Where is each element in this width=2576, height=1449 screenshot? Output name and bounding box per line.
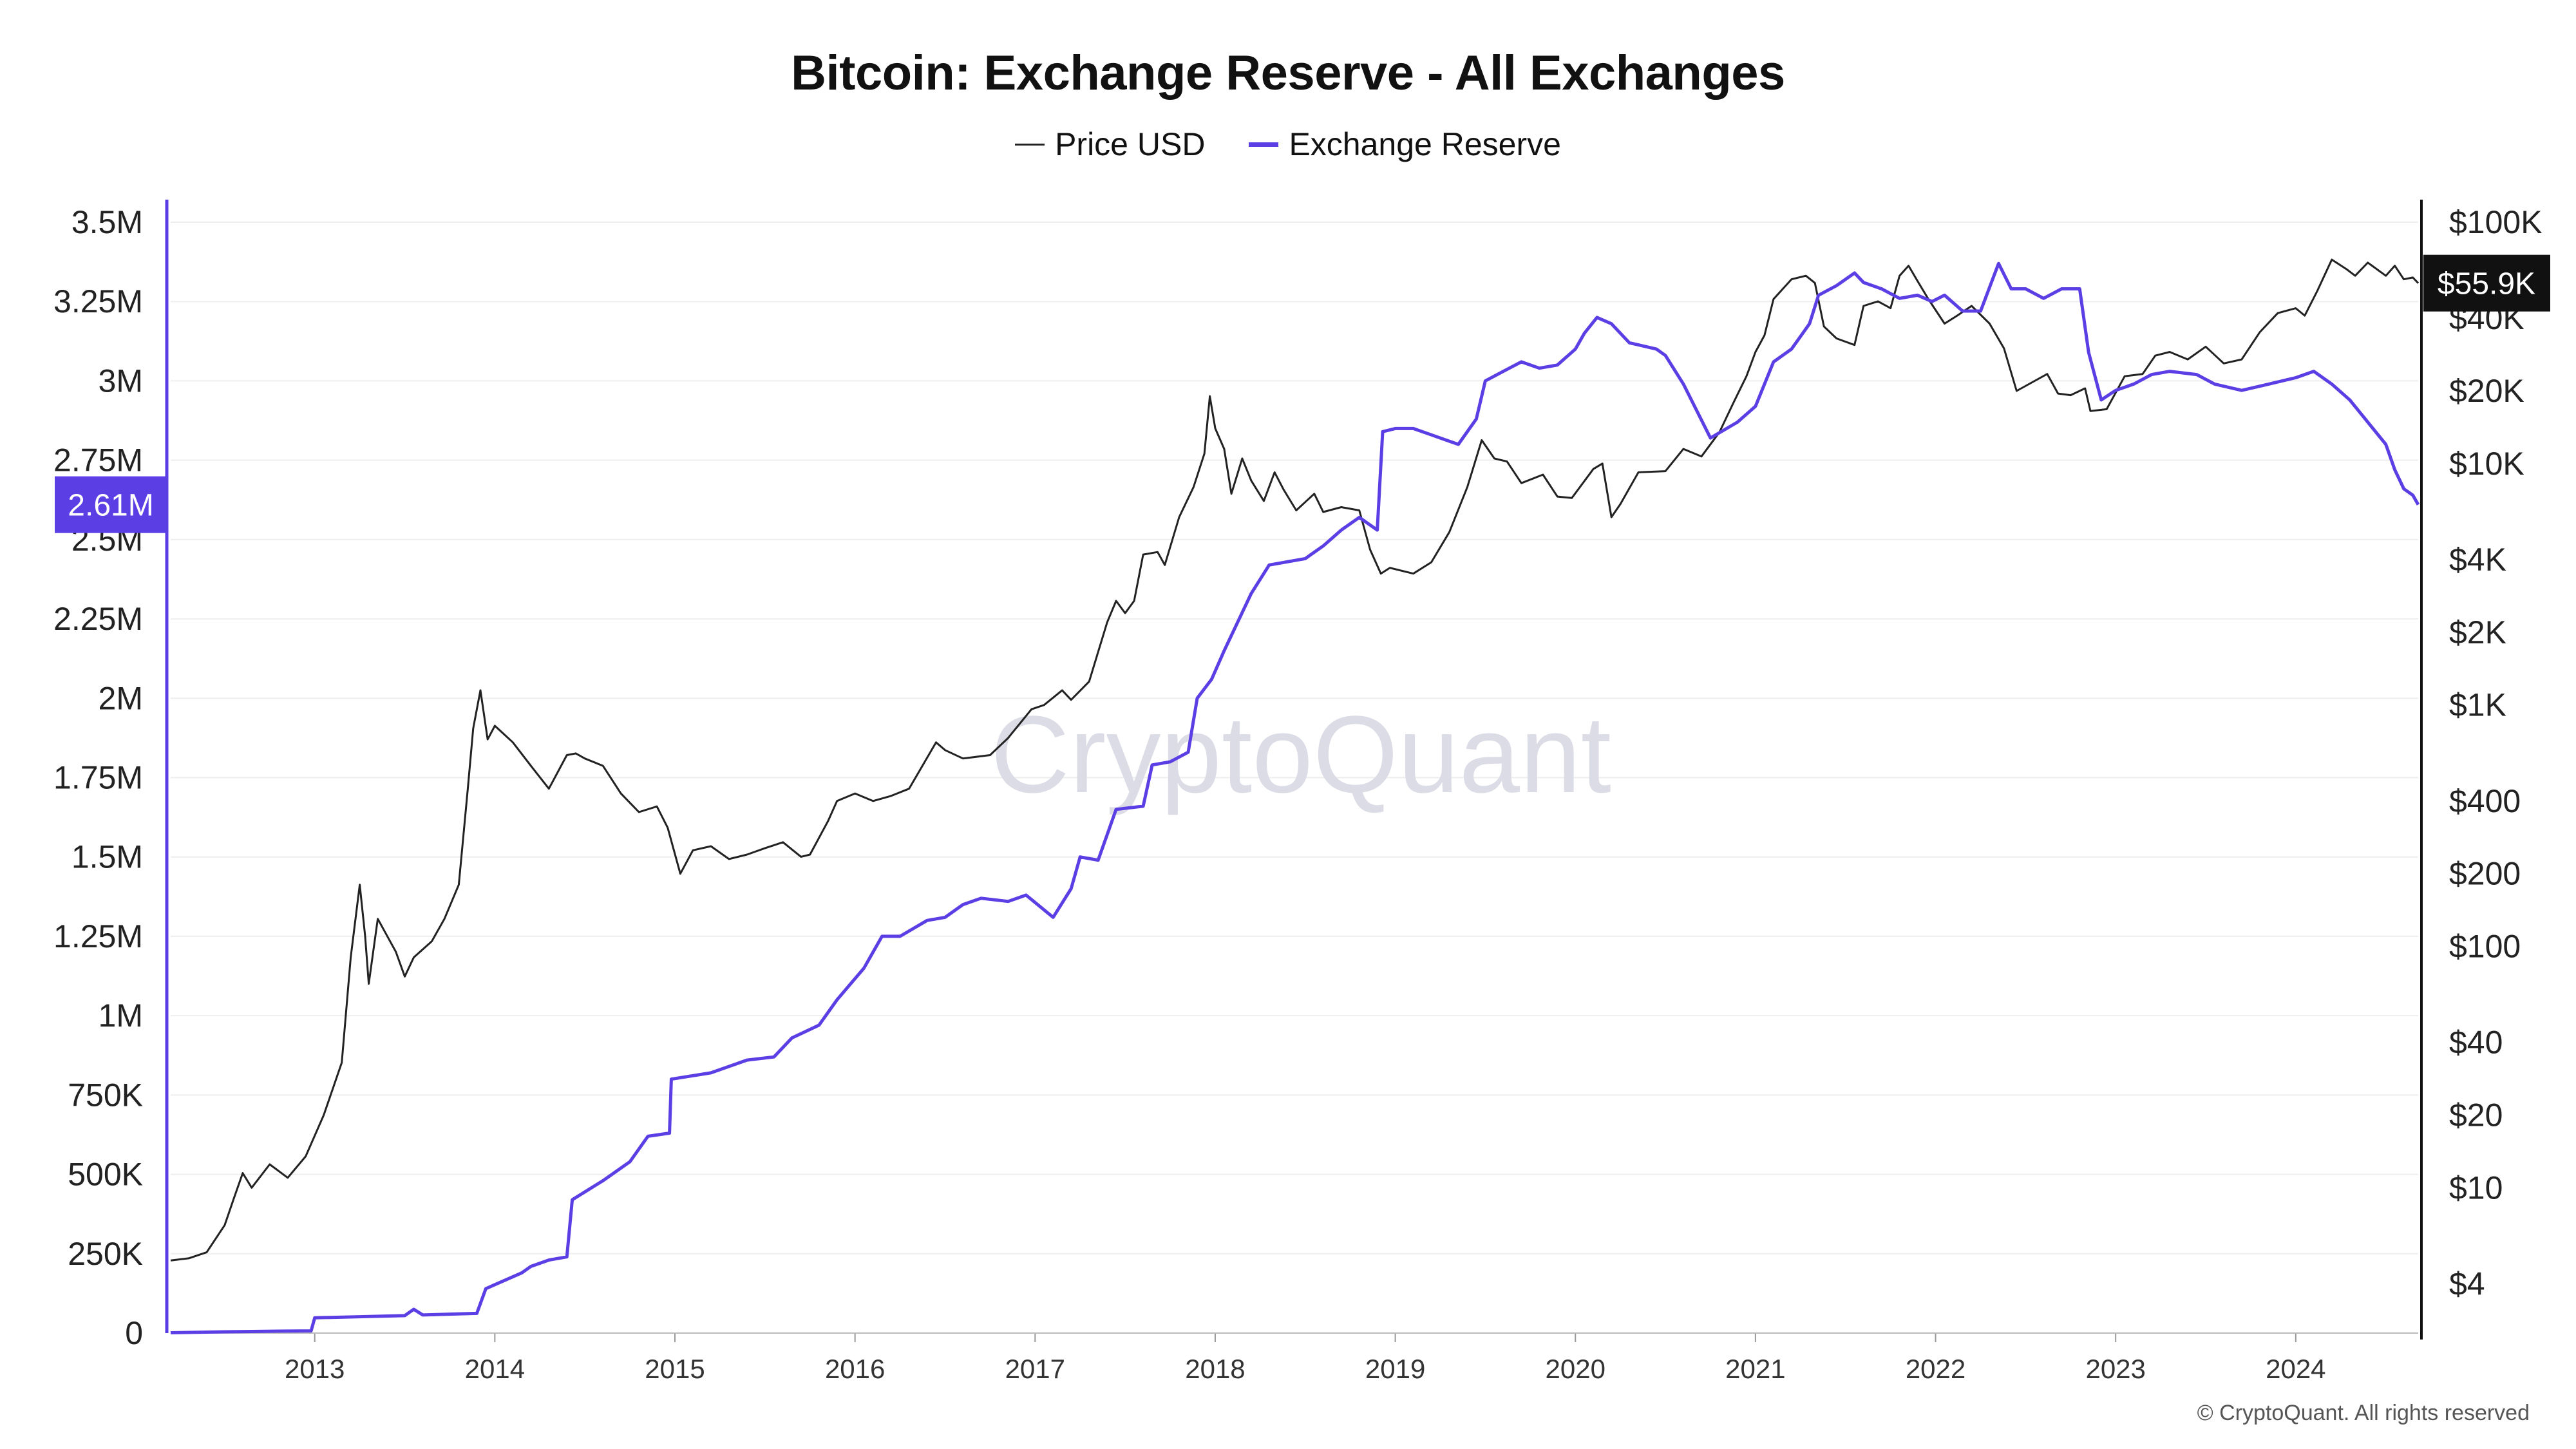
legend-label-price: Price USD [1055, 126, 1206, 162]
x-tick-label: 2020 [1546, 1354, 1605, 1384]
y-right-tick-label: $20 [2449, 1097, 2503, 1133]
legend-label-reserve: Exchange Reserve [1289, 126, 1561, 162]
y-left-tick-label: 750K [68, 1077, 143, 1113]
y-left-tick-label: 3M [99, 363, 143, 399]
legend-item-reserve[interactable]: Exchange Reserve [1249, 126, 1561, 163]
y-right-tick-label: $4 [2449, 1265, 2485, 1302]
series-layer [170, 258, 2420, 1334]
series-line-price-usd [170, 258, 2420, 1262]
legend-swatch-reserve [1249, 142, 1279, 147]
x-tick-label: 2013 [285, 1354, 345, 1384]
value-badges: 2.61M $55.9K [55, 254, 2550, 533]
y-left-tick-label: 2.25M [53, 601, 143, 637]
y-right-tick-label: $4K [2449, 542, 2506, 578]
tick-labels: 0250K500K750K1M1.25M1.5M1.75M2M2.25M2.5M… [53, 204, 2543, 1384]
y-left-tick-label: 1.25M [53, 918, 143, 954]
price-value-badge-bg [2423, 254, 2550, 312]
axes [165, 200, 2423, 1342]
x-tick-label: 2021 [1725, 1354, 1785, 1384]
y-left-tick-label: 3.5M [71, 204, 143, 240]
y-left-tick-label: 250K [68, 1236, 143, 1272]
y-left-tick-label: 2M [99, 680, 143, 716]
reserve-value-badge: 2.61M [68, 489, 153, 523]
y-right-tick-label: $10K [2449, 446, 2524, 482]
x-tick-label: 2024 [2266, 1354, 2325, 1384]
legend-swatch-price [1015, 143, 1045, 146]
series-line-exchange-reserve [170, 261, 2420, 1334]
y-left-tick-label: 1M [99, 998, 143, 1034]
y-right-tick-label: $20K [2449, 373, 2524, 409]
x-tick-label: 2015 [645, 1354, 705, 1384]
reserve-value-badge-bg [55, 476, 167, 533]
y-right-tick-label: $1K [2449, 687, 2506, 723]
watermark: CryptoQuant [990, 694, 1611, 816]
chart-title: Bitcoin: Exchange Reserve - All Exchange… [791, 46, 1785, 100]
y-left-tick-label: 1.75M [53, 760, 143, 796]
y-right-tick-label: $10 [2449, 1170, 2503, 1206]
y-right-tick-label: $100K [2449, 204, 2543, 240]
legend: Price USD Exchange Reserve [0, 126, 2576, 163]
x-tick-label: 2018 [1185, 1354, 1245, 1384]
y-right-tick-label: $100 [2449, 928, 2521, 964]
x-tick-label: 2023 [2085, 1354, 2145, 1384]
y-left-tick-label: 2.75M [53, 442, 143, 478]
y-left-tick-label: 0 [125, 1315, 143, 1351]
price-value-badge: $55.9K [2438, 267, 2535, 301]
y-right-tick-label: $40 [2449, 1025, 2503, 1061]
x-tick-label: 2014 [465, 1354, 525, 1384]
x-tick-label: 2019 [1365, 1354, 1425, 1384]
y-right-tick-label: $2K [2449, 614, 2506, 650]
y-left-tick-label: 3.25M [53, 283, 143, 319]
x-tick-label: 2016 [825, 1354, 885, 1384]
legend-item-price[interactable]: Price USD [1015, 126, 1205, 163]
x-tick-label: 2017 [1005, 1354, 1065, 1384]
x-tick-label: 2022 [1906, 1354, 1965, 1384]
y-right-tick-label: $400 [2449, 783, 2521, 819]
y-right-tick-label: $200 [2449, 856, 2521, 892]
y-left-tick-label: 500K [68, 1157, 143, 1193]
y-left-tick-label: 1.5M [71, 839, 143, 875]
copyright-notice: © CryptoQuant. All rights reserved [2197, 1401, 2530, 1425]
